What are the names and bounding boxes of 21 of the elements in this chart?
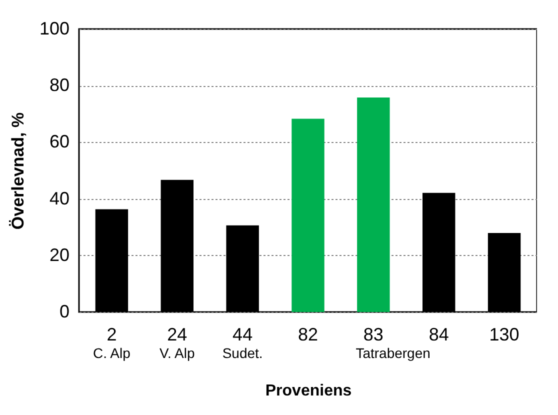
y-tick-label: 40 [49, 188, 70, 208]
y-tick-label: 20 [49, 244, 70, 265]
y-tick-label: 60 [49, 132, 70, 152]
x-tick-label: 83 [363, 324, 384, 344]
y-tick-label: 0 [59, 302, 70, 322]
x-axis-title: Proveniens [265, 382, 352, 400]
y-tick-label: 80 [49, 75, 70, 96]
text: C. Alp [93, 345, 131, 361]
y-axis-title: Överlevnad, % [8, 112, 28, 230]
bar [357, 97, 390, 312]
x-tick-label: 44 [232, 324, 253, 344]
text: V. Alp [159, 345, 195, 361]
text: Tatrabergen [356, 345, 430, 361]
text: Sudet. [222, 345, 263, 361]
x-tick-label: 24 [167, 324, 188, 344]
x-tick-label: 2 [106, 324, 117, 344]
y-tick-label: 100 [39, 18, 70, 38]
bar [292, 118, 324, 312]
x-tick-label: 130 [489, 324, 520, 344]
x-tick-label: 84 [428, 324, 449, 344]
x-tick-label: 82 [298, 324, 318, 344]
